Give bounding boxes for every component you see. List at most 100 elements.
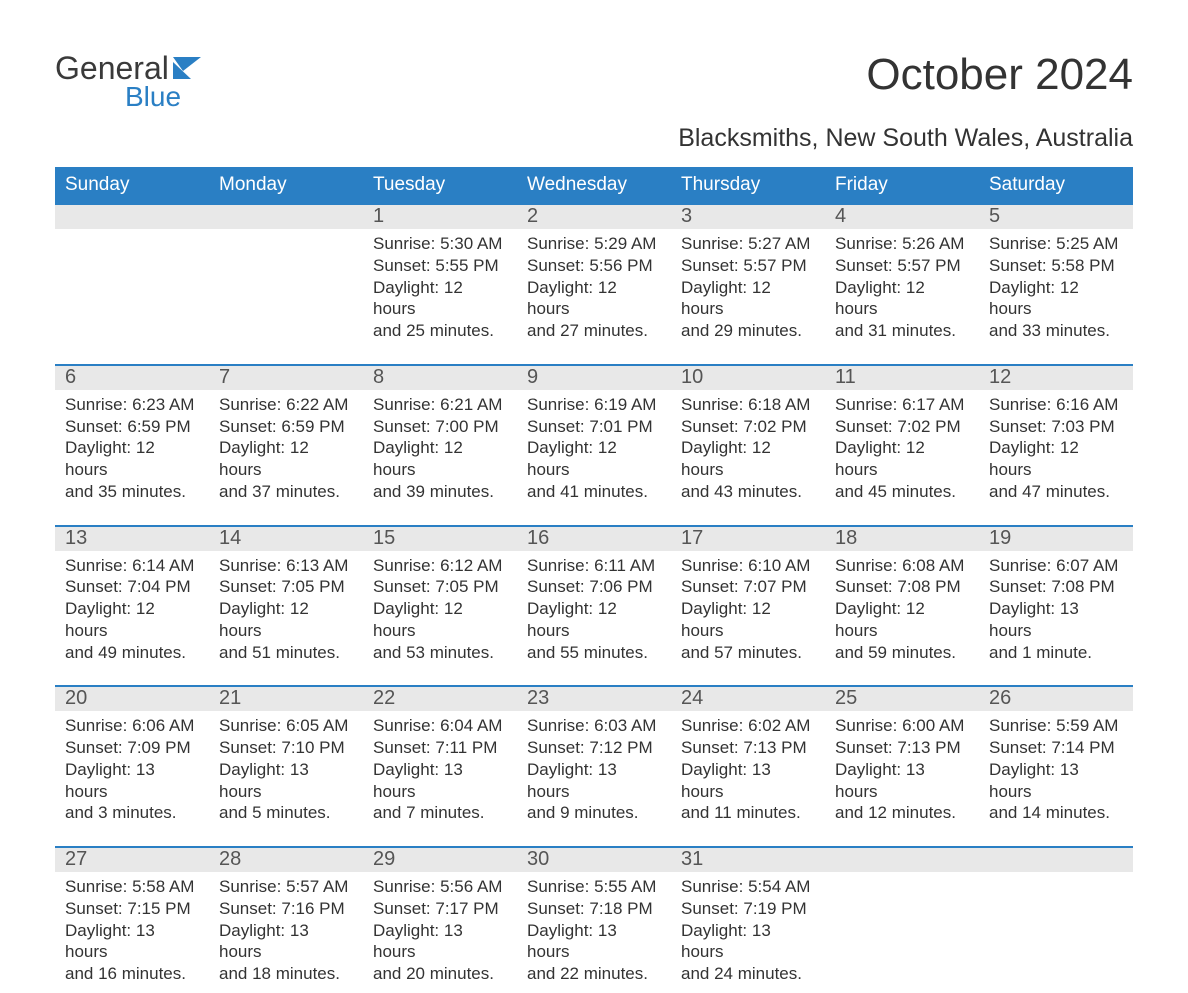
day-number	[825, 848, 979, 872]
day-body: Sunrise: 6:02 AMSunset: 7:13 PMDaylight:…	[671, 711, 825, 824]
day-body: Sunrise: 6:19 AMSunset: 7:01 PMDaylight:…	[517, 390, 671, 503]
day-body: Sunrise: 5:25 AMSunset: 5:58 PMDaylight:…	[979, 229, 1133, 342]
location-subtitle: Blacksmiths, New South Wales, Australia	[678, 124, 1133, 153]
day-dl2: and 51 minutes.	[219, 642, 353, 664]
day-dl1: Daylight: 13 hours	[65, 759, 199, 803]
day-sunrise: Sunrise: 6:16 AM	[989, 394, 1123, 416]
day-dl2: and 39 minutes.	[373, 481, 507, 503]
day-sunrise: Sunrise: 6:07 AM	[989, 555, 1123, 577]
day-dl1: Daylight: 12 hours	[835, 277, 969, 321]
day-number: 18	[825, 527, 979, 551]
day-sunrise: Sunrise: 5:54 AM	[681, 876, 815, 898]
day-cell	[825, 848, 979, 993]
day-sunrise: Sunrise: 6:17 AM	[835, 394, 969, 416]
day-body: Sunrise: 6:12 AMSunset: 7:05 PMDaylight:…	[363, 551, 517, 664]
day-sunrise: Sunrise: 5:59 AM	[989, 715, 1123, 737]
day-dl2: and 31 minutes.	[835, 320, 969, 342]
day-dl2: and 29 minutes.	[681, 320, 815, 342]
day-body: Sunrise: 5:29 AMSunset: 5:56 PMDaylight:…	[517, 229, 671, 342]
day-dl2: and 5 minutes.	[219, 802, 353, 824]
day-number: 30	[517, 848, 671, 872]
header: General Blue October 2024 Blacksmiths, N…	[55, 50, 1133, 153]
day-number: 1	[363, 205, 517, 229]
day-sunset: Sunset: 7:07 PM	[681, 576, 815, 598]
weekday-header: Friday	[825, 167, 979, 203]
day-dl1: Daylight: 12 hours	[527, 437, 661, 481]
day-dl2: and 59 minutes.	[835, 642, 969, 664]
day-number: 13	[55, 527, 209, 551]
day-number: 2	[517, 205, 671, 229]
day-number: 10	[671, 366, 825, 390]
day-body: Sunrise: 5:27 AMSunset: 5:57 PMDaylight:…	[671, 229, 825, 342]
day-cell: 19Sunrise: 6:07 AMSunset: 7:08 PMDayligh…	[979, 527, 1133, 686]
day-dl1: Daylight: 12 hours	[373, 437, 507, 481]
day-sunrise: Sunrise: 6:10 AM	[681, 555, 815, 577]
day-dl1: Daylight: 13 hours	[835, 759, 969, 803]
day-cell: 16Sunrise: 6:11 AMSunset: 7:06 PMDayligh…	[517, 527, 671, 686]
day-dl1: Daylight: 12 hours	[373, 598, 507, 642]
day-sunset: Sunset: 7:01 PM	[527, 416, 661, 438]
day-body: Sunrise: 6:21 AMSunset: 7:00 PMDaylight:…	[363, 390, 517, 503]
day-sunrise: Sunrise: 6:22 AM	[219, 394, 353, 416]
day-sunset: Sunset: 7:06 PM	[527, 576, 661, 598]
week-row: 13Sunrise: 6:14 AMSunset: 7:04 PMDayligh…	[55, 525, 1133, 686]
day-dl2: and 43 minutes.	[681, 481, 815, 503]
day-number: 4	[825, 205, 979, 229]
day-cell: 1Sunrise: 5:30 AMSunset: 5:55 PMDaylight…	[363, 205, 517, 364]
day-cell: 13Sunrise: 6:14 AMSunset: 7:04 PMDayligh…	[55, 527, 209, 686]
day-dl2: and 57 minutes.	[681, 642, 815, 664]
day-cell	[209, 205, 363, 364]
week-row: 27Sunrise: 5:58 AMSunset: 7:15 PMDayligh…	[55, 846, 1133, 993]
day-body: Sunrise: 5:55 AMSunset: 7:18 PMDaylight:…	[517, 872, 671, 985]
day-cell: 28Sunrise: 5:57 AMSunset: 7:16 PMDayligh…	[209, 848, 363, 993]
day-dl1: Daylight: 12 hours	[989, 437, 1123, 481]
day-cell: 20Sunrise: 6:06 AMSunset: 7:09 PMDayligh…	[55, 687, 209, 846]
day-number: 15	[363, 527, 517, 551]
day-body: Sunrise: 6:03 AMSunset: 7:12 PMDaylight:…	[517, 711, 671, 824]
day-dl2: and 1 minute.	[989, 642, 1123, 664]
day-number: 16	[517, 527, 671, 551]
day-number: 3	[671, 205, 825, 229]
day-dl1: Daylight: 13 hours	[989, 759, 1123, 803]
day-sunset: Sunset: 5:58 PM	[989, 255, 1123, 277]
weekday-header: Sunday	[55, 167, 209, 203]
day-sunset: Sunset: 7:11 PM	[373, 737, 507, 759]
day-body: Sunrise: 5:59 AMSunset: 7:14 PMDaylight:…	[979, 711, 1133, 824]
day-sunrise: Sunrise: 6:13 AM	[219, 555, 353, 577]
day-sunset: Sunset: 6:59 PM	[219, 416, 353, 438]
day-cell: 17Sunrise: 6:10 AMSunset: 7:07 PMDayligh…	[671, 527, 825, 686]
day-body: Sunrise: 6:06 AMSunset: 7:09 PMDaylight:…	[55, 711, 209, 824]
day-sunrise: Sunrise: 6:21 AM	[373, 394, 507, 416]
day-dl1: Daylight: 12 hours	[65, 437, 199, 481]
day-dl1: Daylight: 12 hours	[835, 598, 969, 642]
day-dl1: Daylight: 13 hours	[527, 759, 661, 803]
day-sunrise: Sunrise: 5:56 AM	[373, 876, 507, 898]
day-sunrise: Sunrise: 5:57 AM	[219, 876, 353, 898]
day-sunrise: Sunrise: 6:12 AM	[373, 555, 507, 577]
day-cell: 12Sunrise: 6:16 AMSunset: 7:03 PMDayligh…	[979, 366, 1133, 525]
day-body: Sunrise: 5:56 AMSunset: 7:17 PMDaylight:…	[363, 872, 517, 985]
day-dl1: Daylight: 12 hours	[681, 277, 815, 321]
day-number: 9	[517, 366, 671, 390]
day-body: Sunrise: 6:04 AMSunset: 7:11 PMDaylight:…	[363, 711, 517, 824]
day-sunset: Sunset: 7:13 PM	[681, 737, 815, 759]
day-dl2: and 35 minutes.	[65, 481, 199, 503]
day-sunset: Sunset: 7:05 PM	[373, 576, 507, 598]
day-sunset: Sunset: 7:12 PM	[527, 737, 661, 759]
day-dl2: and 14 minutes.	[989, 802, 1123, 824]
weekday-header-row: Sunday Monday Tuesday Wednesday Thursday…	[55, 167, 1133, 203]
day-dl2: and 20 minutes.	[373, 963, 507, 985]
day-body: Sunrise: 6:10 AMSunset: 7:07 PMDaylight:…	[671, 551, 825, 664]
day-dl1: Daylight: 12 hours	[527, 277, 661, 321]
day-sunset: Sunset: 7:08 PM	[835, 576, 969, 598]
day-dl2: and 53 minutes.	[373, 642, 507, 664]
day-cell: 6Sunrise: 6:23 AMSunset: 6:59 PMDaylight…	[55, 366, 209, 525]
day-sunset: Sunset: 7:05 PM	[219, 576, 353, 598]
day-cell: 14Sunrise: 6:13 AMSunset: 7:05 PMDayligh…	[209, 527, 363, 686]
day-sunset: Sunset: 5:57 PM	[681, 255, 815, 277]
day-number: 23	[517, 687, 671, 711]
day-number: 12	[979, 366, 1133, 390]
day-sunset: Sunset: 7:02 PM	[835, 416, 969, 438]
month-title: October 2024	[678, 50, 1133, 100]
day-sunset: Sunset: 7:10 PM	[219, 737, 353, 759]
